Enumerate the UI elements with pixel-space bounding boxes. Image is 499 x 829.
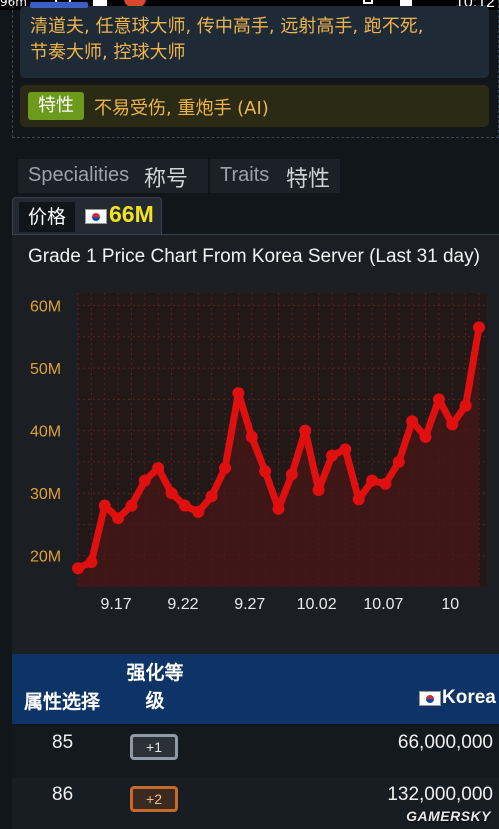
data-point [285,468,298,481]
data-point [406,415,419,428]
data-point [299,424,312,437]
data-point [352,493,365,506]
table-header: 属性选择 强化等级 Korea [12,654,499,724]
traits-box: 特性 不易受伤, 重炮手 (AI) [20,85,489,127]
x-tick-label: 9.27 [234,596,265,613]
data-point [245,430,258,443]
data-point [205,490,218,503]
x-tick-label: 9.17 [101,596,132,613]
price-chart-card: 20M 30M 40M 50M 60M 9.17 9.22 9.27 10.02 10.07 10 … [12,234,499,654]
price-tab[interactable]: 价格 66M [12,197,162,235]
skills-box: 清道夫, 任意球大师, 传中高手, 远射高手, 跑不死, 节奏大师, 控球大师 [20,2,489,78]
data-point [232,387,245,400]
app-icon [124,0,146,8]
row-price: 132,000,000 [387,784,493,805]
battery-icon [400,0,412,8]
header-attr: 属性选择 [24,691,101,713]
data-point [72,562,84,575]
data-point [259,465,272,478]
data-point [192,505,205,518]
data-point [339,443,352,456]
y-tick-label: 40M [30,424,61,441]
tab-traits-zh: 特性 [286,167,331,192]
data-point [392,455,405,468]
x-tick-label: 10.07 [363,596,403,613]
data-point [85,555,98,568]
row-attr: 85 [52,732,74,753]
x-tick-label: 9.22 [167,596,198,613]
skills-header-bar [30,2,88,8]
korea-flag-icon [419,691,441,706]
table-row[interactable]: 85 +1 66,000,000 [12,726,499,778]
traits-text: 不易受伤, 重炮手 (AI) [94,98,269,119]
y-tick-label: 30M [30,486,61,503]
data-point [98,499,111,512]
data-point [219,462,232,475]
chart-title: Grade 1 Price Chart From Korea Server (L… [28,246,480,267]
y-tick-label: 60M [30,299,61,316]
data-point [446,418,459,431]
data-point [366,474,379,487]
y-tick-label: 20M [30,549,61,566]
x-tick-label: 10 [441,596,459,613]
data-point [325,449,338,462]
watermark-logo: GAMERSKY [406,808,491,824]
data-point [125,499,138,512]
price-value: 66M [109,201,154,227]
tab-specialities-en: Specialities [28,164,130,186]
data-point [138,474,151,487]
data-point [419,430,432,443]
data-point [178,499,191,512]
data-point [432,393,445,406]
wifi-icon [363,0,373,4]
table-row[interactable]: 86 +2 132,000,000 [12,778,499,829]
data-point [272,502,285,515]
data-point [112,512,125,525]
y-tick-label: 50M [30,361,61,378]
header-korea: Korea [442,687,496,708]
data-point [459,399,472,412]
row-attr: 86 [52,784,74,805]
data-point [379,477,392,490]
series-area [78,327,479,587]
status-time: 10:12 [454,0,495,10]
skills-line-1: 清道夫, 任意球大师, 传中高手, 远射高手, 跑不死, [30,16,424,37]
notification-icon [93,0,107,6]
upgrade-badge: +1 [130,734,178,760]
skills-line-2: 节奏大师, 控球大师 [30,42,186,63]
upgrade-badge: +2 [130,786,178,812]
korea-flag-icon [85,209,107,224]
data-point [312,484,325,497]
data-point [165,487,178,500]
traits-tag: 特性 [28,92,84,120]
tab-traits[interactable]: Traits 特性 [210,159,340,193]
data-point [473,321,485,334]
price-chart: 20M 30M 40M 50M 60M 9.17 9.22 9.27 10.02 10.07 10 [30,293,487,613]
tab-specialities-zh: 称号 [144,167,189,192]
x-tick-label: 10.02 [297,596,337,613]
status-left-text: 96m [0,0,27,9]
price-label: 价格 [19,202,75,232]
row-price: 66,000,000 [397,732,493,753]
tab-traits-en: Traits [220,164,270,186]
tab-specialities[interactable]: Specialities 称号 [18,159,208,193]
data-point [152,462,165,475]
header-level: 强化等级 [126,662,184,712]
